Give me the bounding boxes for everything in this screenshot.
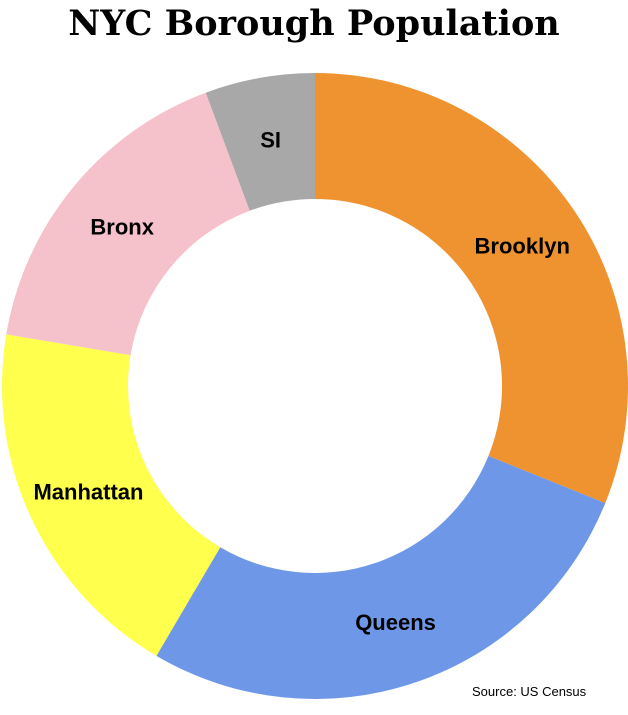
slice-label-queens: Queens [355,610,436,635]
slice-label-si: SI [260,127,281,152]
chart-title: NYC Borough Population [68,3,560,44]
slice-bronx [6,92,250,356]
slice-label-manhattan: Manhattan [33,479,143,504]
slice-label-brooklyn: Brooklyn [475,234,570,259]
slice-queens [156,455,606,699]
slice-si [205,73,315,211]
slice-manhattan [1,334,221,656]
slice-brooklyn [315,73,628,504]
slice-labels: Brooklyn Queens Manhattan Bronx SI [33,127,569,635]
slice-label-bronx: Bronx [90,214,154,239]
donut-slices [1,73,628,699]
source-note: Source: US Census [472,684,587,699]
